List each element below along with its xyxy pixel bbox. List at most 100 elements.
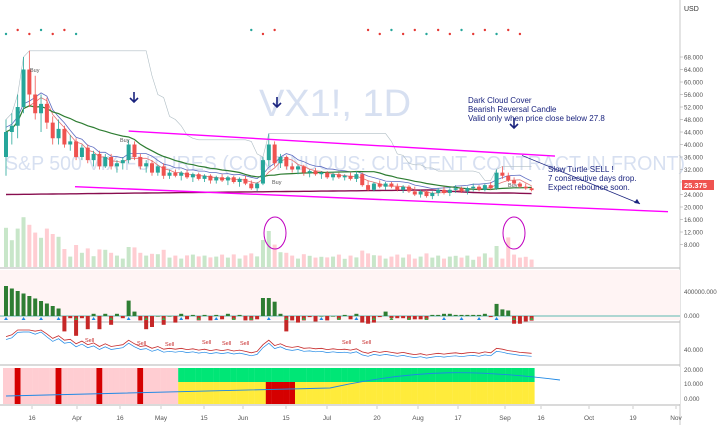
osc1-triangle — [266, 317, 271, 320]
volume-bar — [477, 256, 482, 267]
osc1-bar — [488, 316, 493, 318]
osc3-bar-top — [300, 368, 307, 382]
dark-cloud-annotation: Dark Cloud Cover Bearish Reversal Candle… — [468, 96, 605, 123]
osc1-tick-label: 0.000 — [684, 313, 700, 320]
currency-label: USD — [684, 6, 699, 13]
candle-body — [336, 174, 341, 178]
volume-bar — [512, 254, 517, 267]
osc1-bar — [179, 313, 184, 316]
osc1-triangle — [4, 317, 8, 320]
volume-bar — [266, 231, 271, 267]
osc1-bar — [85, 316, 90, 330]
signal-dot — [401, 32, 405, 36]
candle-body — [68, 141, 73, 145]
osc3-bar — [67, 368, 74, 404]
osc1-bar — [366, 316, 371, 324]
volume-bar — [79, 252, 84, 267]
osc3-bar-bottom — [230, 382, 237, 404]
volume-bar — [155, 254, 160, 267]
volume-bar — [214, 256, 219, 267]
candle-body — [395, 186, 400, 190]
osc3-bar-top — [295, 368, 301, 382]
osc2-tick-label: 40.000 — [684, 347, 703, 354]
sell-signal-label: Sell — [362, 340, 371, 346]
dark-cloud-line-2: Bearish Reversal Candle — [468, 105, 557, 114]
candle-body — [278, 157, 283, 164]
osc3-bar — [73, 368, 80, 404]
osc1-triangle — [424, 317, 429, 320]
price-tick-label: 40.000 — [684, 142, 703, 149]
ma-purple-line — [5, 189, 532, 196]
candle-body — [354, 174, 359, 179]
signal-dot — [273, 28, 276, 32]
osc3-tick-label: 20.000 — [684, 367, 703, 374]
osc3-bar-bottom — [429, 382, 436, 404]
osc3-bar-bottom — [283, 382, 290, 404]
candle-body — [319, 172, 324, 175]
volume-bar — [424, 253, 429, 267]
volume-bar — [459, 257, 464, 267]
osc3-bar-bottom — [423, 382, 430, 404]
osc1-bar — [132, 311, 137, 316]
volume-bar — [488, 257, 493, 267]
candle-body — [179, 172, 184, 176]
osc1-bar — [243, 316, 248, 321]
candle-body — [401, 186, 406, 190]
osc1-bar — [383, 311, 388, 316]
candle-body — [126, 144, 131, 161]
x-tick-label: Oct — [584, 415, 594, 422]
osc3-bar-bottom — [300, 382, 307, 404]
osc3-bar-top — [330, 368, 337, 382]
volume-bar — [517, 257, 522, 267]
signal-dot — [39, 28, 43, 32]
osc1-bar — [190, 314, 195, 316]
osc3-bar — [20, 368, 27, 404]
volume-bar — [202, 255, 207, 267]
osc3-bar-bottom — [318, 382, 325, 404]
osc1-triangle — [477, 317, 482, 320]
osc3-bar-top — [487, 368, 494, 382]
candle-body — [296, 166, 300, 170]
osc3-bar-top — [335, 368, 342, 382]
volume-bar — [120, 258, 125, 267]
osc1-bar — [144, 316, 149, 330]
candle-body — [272, 144, 277, 164]
candle-body — [307, 171, 312, 173]
osc3-bar-top — [184, 368, 191, 382]
osc1-bar — [56, 308, 61, 316]
projection-line — [521, 155, 641, 205]
osc3-bar-top — [347, 368, 354, 382]
volume-bar — [290, 255, 295, 267]
osc3-bar-bottom — [265, 382, 272, 404]
osc1-bar — [430, 314, 435, 316]
candle-body — [488, 185, 493, 189]
candle-body — [190, 174, 195, 178]
osc1-bar — [284, 316, 289, 332]
volume-bar — [196, 256, 201, 267]
osc3-bar-top — [476, 368, 483, 382]
osc3-bar-bottom — [271, 382, 278, 404]
osc3-bar-top — [271, 368, 278, 382]
osc3-bar-bottom — [476, 382, 483, 404]
osc3-bar-bottom — [441, 382, 447, 404]
x-tick-label: 16 — [28, 415, 36, 422]
volume-bar — [395, 254, 400, 267]
osc3-bar-bottom — [365, 382, 372, 404]
volume-bar — [307, 255, 312, 267]
osc3-bar-top — [236, 368, 243, 382]
osc1-bar — [155, 316, 160, 317]
osc1-triangle — [196, 317, 201, 320]
osc1-bar — [442, 313, 446, 316]
signal-dot — [507, 28, 510, 32]
osc3-bar-bottom — [400, 382, 407, 404]
osc1-bar — [296, 316, 300, 323]
osc1-bar — [377, 316, 382, 318]
candle-body — [506, 175, 511, 181]
osc3-bar-top — [499, 368, 506, 382]
volume-bar — [33, 232, 38, 267]
volume-bar — [371, 255, 376, 267]
osc3-bar-top — [254, 368, 261, 382]
osc3-bar-bottom — [312, 382, 319, 404]
volume-bar — [500, 258, 505, 267]
